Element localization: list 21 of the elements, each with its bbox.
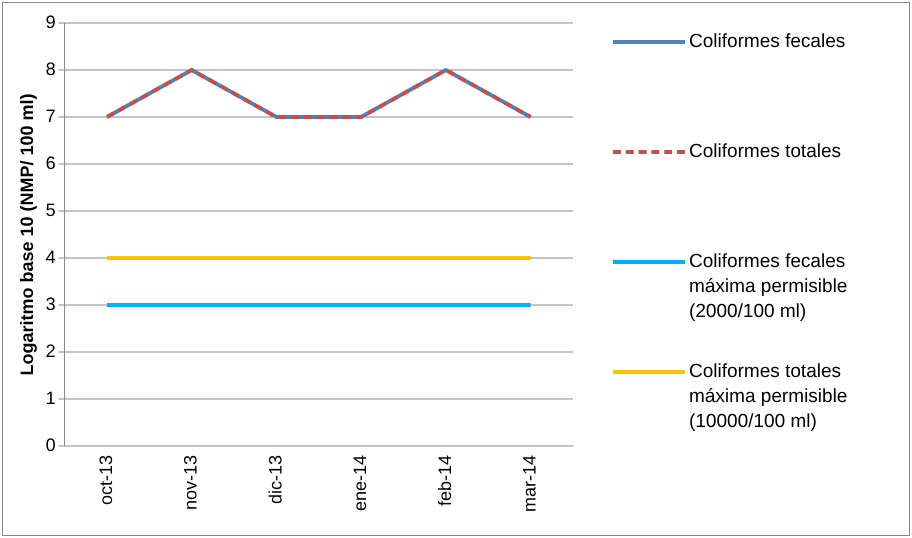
x-tick-label: mar-14: [520, 454, 540, 512]
y-tick-label: 6: [46, 152, 56, 173]
y-tick-label: 2: [46, 340, 56, 361]
y-tick-label: 4: [46, 246, 56, 267]
x-tick-label: nov-13: [180, 454, 201, 510]
y-tick-label: 5: [46, 200, 56, 220]
legend-label: Coliformes fecales: [689, 30, 846, 54]
y-tick-label: 9: [46, 12, 56, 32]
y-tick-label: 7: [46, 106, 56, 126]
y-tick-label: 0: [46, 434, 56, 455]
x-tick-label: dic-13: [265, 454, 286, 504]
x-tick-label: feb-14: [434, 454, 455, 506]
y-tick-label: 8: [46, 58, 56, 79]
legend-label: Coliformes fecales máxima permisible (2000/100 ml): [689, 250, 848, 324]
y-tick-label: 1: [46, 388, 56, 408]
legend-label: Coliformes totales máxima permisible (10000/100 ml): [689, 360, 848, 434]
x-tick-label: ene-14: [350, 454, 370, 512]
y-tick-label: 3: [46, 294, 56, 314]
x-tick-label: oct-13: [96, 454, 116, 506]
legend-label: Coliformes totales: [689, 140, 842, 164]
y-axis-title: Logaritmo base 10 (NMP/ 100 ml): [16, 93, 37, 376]
